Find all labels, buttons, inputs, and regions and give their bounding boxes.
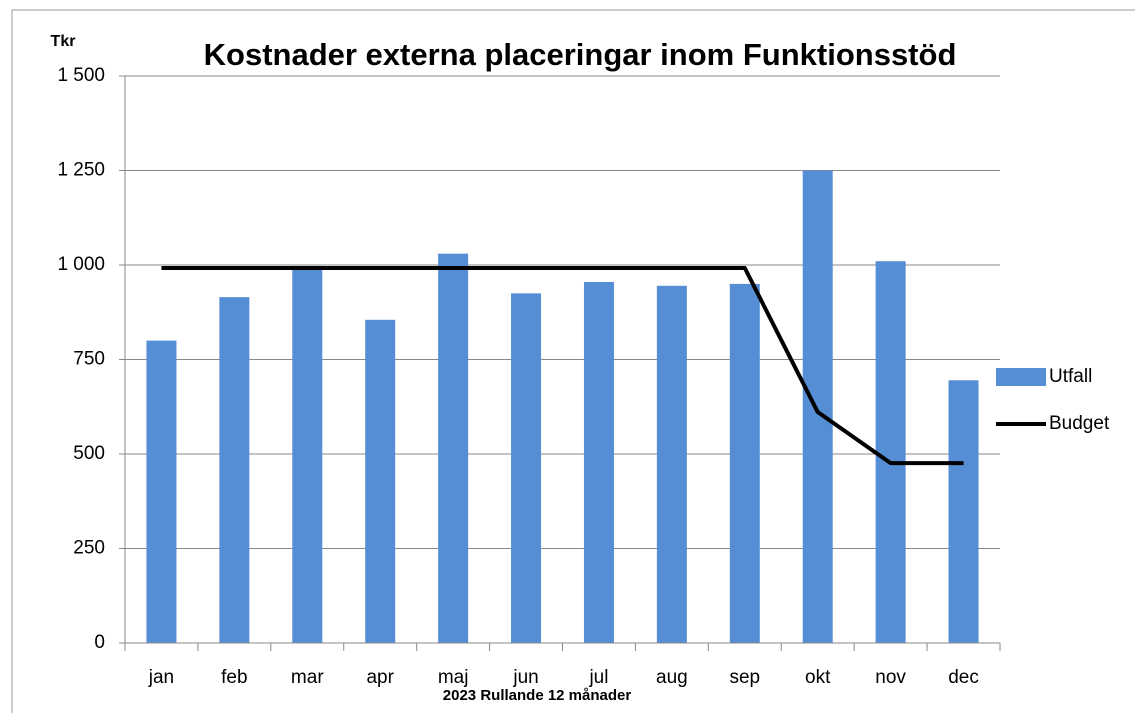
line [161, 266, 964, 466]
chart-title: Kostnader externa placeringar inom Funkt… [204, 37, 957, 72]
bar [656, 285, 687, 643]
x-tick-label: dec [948, 667, 979, 688]
x-tick-label: jan [148, 667, 174, 688]
bar [802, 170, 833, 643]
y-tick-label: 0 [94, 632, 105, 653]
x-tick-label: maj [438, 667, 469, 688]
x-tick-label: okt [805, 667, 831, 688]
bar [583, 282, 614, 643]
bar [729, 283, 760, 643]
bar [292, 266, 323, 643]
legend-label: Utfall [1049, 366, 1092, 387]
x-tick-label: apr [366, 667, 394, 688]
y-tick-label: 500 [73, 443, 105, 464]
x-tick-label: sep [729, 667, 760, 688]
bar [875, 261, 906, 643]
legend-label: Budget [1049, 413, 1110, 434]
y-tick-label: 1 250 [57, 160, 105, 181]
bar [948, 380, 979, 643]
x-tick-label: feb [221, 667, 247, 688]
x-tick-label: aug [656, 667, 688, 688]
x-tick-label: jul [588, 667, 608, 688]
legend-swatch [996, 368, 1046, 386]
y-tick-label: 1 000 [57, 254, 105, 275]
x-axis-label: 2023 Rullande 12 månader [443, 687, 632, 704]
bar [511, 293, 542, 643]
bar [219, 297, 250, 643]
x-tick-label: jun [512, 667, 538, 688]
x-tick-label: mar [291, 667, 324, 688]
bar [146, 340, 177, 643]
bar [365, 319, 396, 643]
y-tick-label: 250 [73, 538, 105, 559]
y-tick-label: 750 [73, 349, 105, 370]
bar [438, 253, 469, 643]
y-axis-label: Tkr [51, 33, 76, 50]
y-tick-label: 1 500 [57, 65, 105, 86]
chart-frame [11, 9, 1135, 713]
x-tick-label: nov [875, 667, 906, 688]
